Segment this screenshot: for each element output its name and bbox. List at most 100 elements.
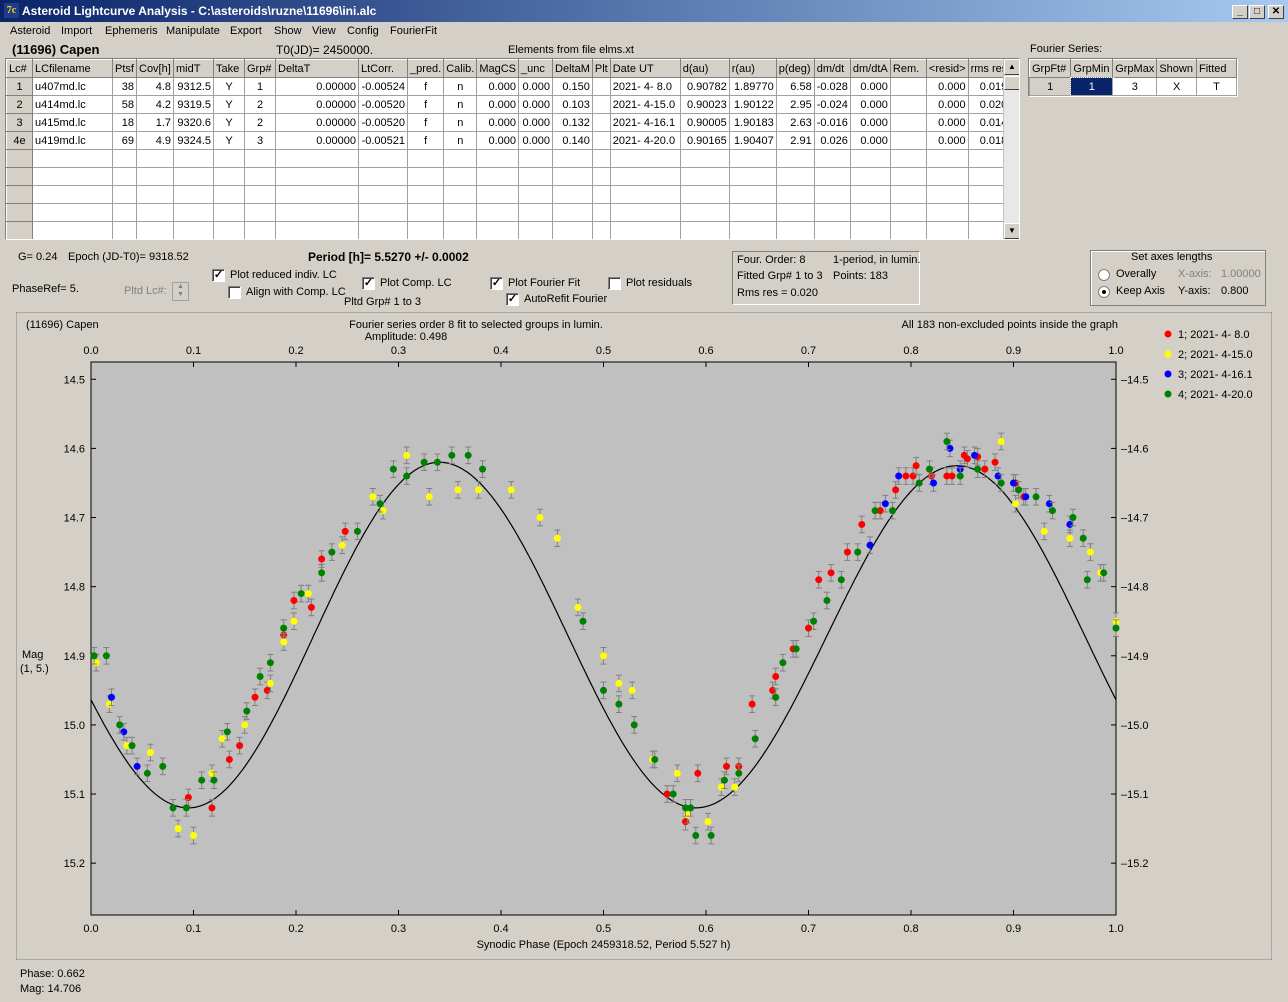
table-cell[interactable] [925, 185, 969, 204]
table-cell[interactable] [889, 221, 927, 239]
autorefit-checkbox[interactable]: ✓ [506, 293, 519, 306]
lc-col-header[interactable]: Calib. [443, 59, 478, 78]
scroll-thumb[interactable] [1004, 76, 1019, 90]
table-cell[interactable] [609, 203, 681, 222]
table-cell[interactable] [443, 185, 478, 204]
lc-col-header[interactable]: DeltaT [275, 59, 359, 78]
table-cell[interactable] [849, 203, 891, 222]
table-cell[interactable] [552, 221, 593, 239]
table-cell[interactable]: 58 [112, 95, 137, 114]
table-cell[interactable] [275, 149, 359, 168]
table-cell[interactable] [406, 203, 445, 222]
table-cell[interactable]: -0.028 [813, 77, 851, 96]
table-cell[interactable] [775, 149, 815, 168]
table-row-empty[interactable] [6, 185, 1011, 204]
table-cell[interactable]: 0.000 [849, 95, 891, 114]
table-cell[interactable]: 1.89770 [728, 77, 777, 96]
fourier-cell[interactable]: 3 [1112, 77, 1158, 96]
menu-show[interactable]: Show [274, 25, 302, 37]
table-cell[interactable]: 38 [112, 77, 137, 96]
table-cell[interactable]: 4.9 [136, 131, 174, 150]
table-cell[interactable] [775, 185, 815, 204]
table-cell[interactable] [813, 149, 851, 168]
plot-comp-checkbox[interactable]: ✓ [362, 277, 375, 290]
fourier-col-header[interactable]: Shown [1156, 59, 1198, 78]
table-cell[interactable] [173, 149, 214, 168]
align-comp-checkbox[interactable] [228, 286, 241, 299]
fourier-col-header[interactable]: Fitted [1196, 59, 1237, 78]
table-cell[interactable] [136, 185, 174, 204]
table-cell[interactable]: 0.000 [476, 113, 520, 132]
table-cell[interactable]: 2 [6, 95, 33, 114]
table-cell[interactable] [679, 203, 730, 222]
table-cell[interactable] [518, 185, 554, 204]
lc-col-header[interactable]: Date UT [609, 59, 681, 78]
table-cell[interactable]: f [406, 77, 445, 96]
table-cell[interactable]: 9324.5 [173, 131, 214, 150]
table-cell[interactable] [173, 203, 214, 222]
table-cell[interactable] [32, 167, 113, 186]
table-cell[interactable] [518, 203, 554, 222]
table-cell[interactable] [406, 185, 445, 204]
table-cell[interactable]: 0.000 [849, 113, 891, 132]
table-cell[interactable]: 0.132 [552, 113, 593, 132]
table-cell[interactable] [518, 149, 554, 168]
table-cell[interactable] [609, 221, 681, 239]
overally-radio[interactable] [1098, 269, 1110, 281]
table-cell[interactable]: u414md.lc [32, 95, 113, 114]
table-cell[interactable] [244, 221, 276, 239]
table-cell[interactable] [358, 203, 408, 222]
table-cell[interactable]: Y [213, 95, 245, 114]
table-cell[interactable]: 0.90023 [679, 95, 730, 114]
table-cell[interactable]: 2 [244, 113, 276, 132]
lc-col-header[interactable]: dm/dtA [849, 59, 891, 78]
table-cell[interactable] [813, 185, 851, 204]
table-cell[interactable] [6, 167, 33, 186]
table-row-empty[interactable] [6, 149, 1011, 168]
lc-col-header[interactable]: DeltaM [552, 59, 593, 78]
table-cell[interactable] [728, 149, 777, 168]
lc-col-header[interactable]: dm/dt [813, 59, 851, 78]
table-cell[interactable]: 0.000 [476, 131, 520, 150]
table-cell[interactable] [443, 221, 478, 239]
table-cell[interactable] [443, 203, 478, 222]
table-cell[interactable] [925, 149, 969, 168]
lc-col-header[interactable]: Grp# [244, 59, 276, 78]
table-cell[interactable] [213, 203, 245, 222]
pltd-lc-spinner[interactable]: ▲ ▼ [172, 282, 189, 301]
table-cell[interactable]: 0.000 [925, 113, 969, 132]
table-cell[interactable] [213, 221, 245, 239]
menu-config[interactable]: Config [347, 25, 379, 37]
table-cell[interactable]: n [443, 113, 478, 132]
lc-col-header[interactable]: p(deg) [775, 59, 815, 78]
table-cell[interactable] [591, 95, 611, 114]
table-cell[interactable]: 0.00000 [275, 131, 359, 150]
scroll-down-icon[interactable]: ▼ [1004, 223, 1019, 239]
table-cell[interactable] [136, 167, 174, 186]
lc-col-header[interactable]: _unc [518, 59, 554, 78]
table-cell[interactable] [728, 185, 777, 204]
table-cell[interactable]: 2.95 [775, 95, 815, 114]
table-cell[interactable]: 0.000 [476, 77, 520, 96]
table-cell[interactable]: 2.63 [775, 113, 815, 132]
table-cell[interactable]: 0.000 [476, 95, 520, 114]
table-cell[interactable]: -0.00520 [358, 95, 408, 114]
table-cell[interactable] [275, 203, 359, 222]
table-cell[interactable]: 2021- 4- 8.0 [609, 77, 681, 96]
table-cell[interactable] [476, 149, 520, 168]
table-cell[interactable] [173, 167, 214, 186]
table-cell[interactable] [406, 221, 445, 239]
table-cell[interactable]: 9320.6 [173, 113, 214, 132]
table-cell[interactable]: 1.90183 [728, 113, 777, 132]
table-cell[interactable]: 0.00000 [275, 95, 359, 114]
table-cell[interactable]: f [406, 113, 445, 132]
table-cell[interactable] [591, 185, 611, 204]
table-cell[interactable] [112, 185, 137, 204]
lc-col-header[interactable]: <resid> [925, 59, 969, 78]
plot-residuals-checkbox[interactable] [608, 277, 621, 290]
table-cell[interactable] [476, 167, 520, 186]
table-cell[interactable] [476, 185, 520, 204]
table-cell[interactable]: 0.150 [552, 77, 593, 96]
table-cell[interactable]: 0.026 [813, 131, 851, 150]
table-cell[interactable] [591, 203, 611, 222]
